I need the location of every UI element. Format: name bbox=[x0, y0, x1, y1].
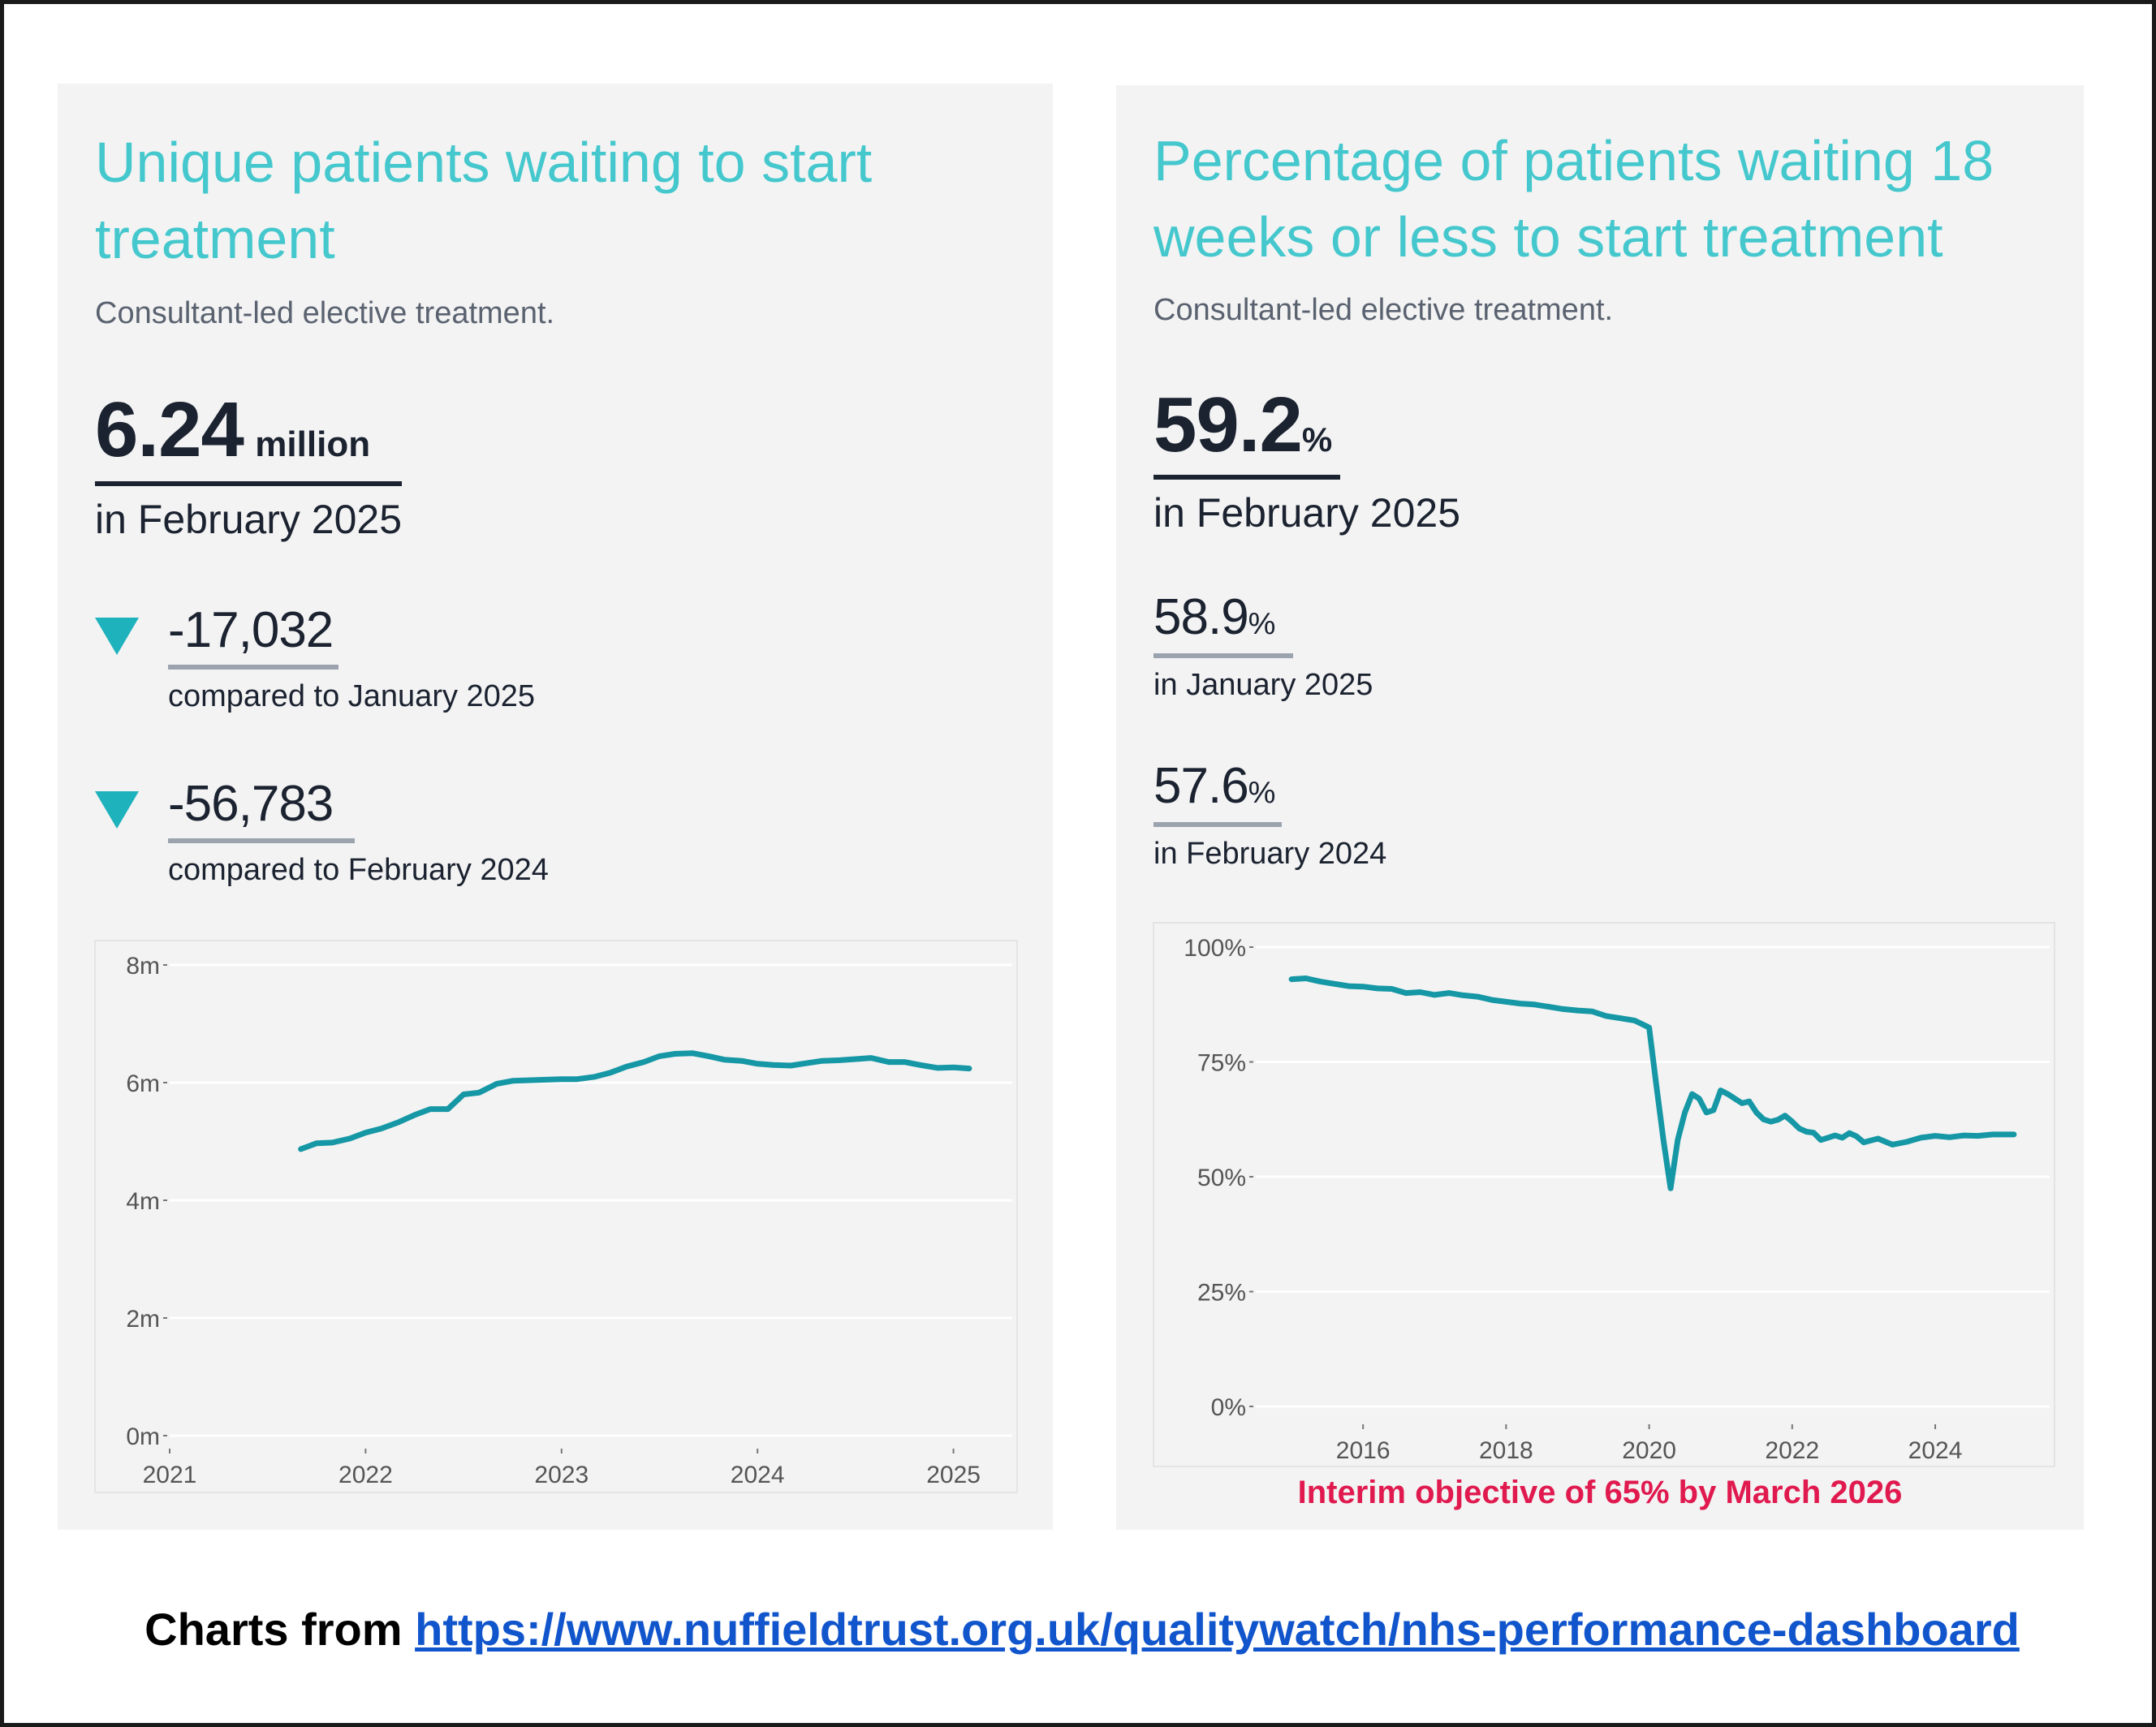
y-tick-label: 25% bbox=[1197, 1280, 1246, 1307]
headline-figure: 6.24 million bbox=[95, 385, 370, 475]
percentage-18-weeks-line-chart: 0% 25% 50% 75% 100% 2016 2018 2020 2022 2024 bbox=[1153, 922, 2055, 1467]
x-tick-label: 2020 bbox=[1622, 1437, 1676, 1464]
comparison-value: 58.9 bbox=[1153, 589, 1249, 645]
comparison-underline bbox=[1153, 822, 1282, 827]
headline-value: 6.24 bbox=[95, 386, 244, 473]
headline-period: in February 2025 bbox=[1153, 490, 1461, 536]
comparison-figure: 58.9% bbox=[1153, 588, 1275, 646]
down-triangle-icon bbox=[95, 791, 139, 829]
comparison-period: in January 2025 bbox=[1153, 668, 1373, 702]
headline-underline bbox=[1153, 475, 1340, 480]
interim-objective-note: Interim objective of 65% by March 2026 bbox=[1297, 1475, 1903, 1510]
x-tick-label: 2024 bbox=[1908, 1437, 1963, 1464]
delta-period: compared to January 2025 bbox=[168, 679, 536, 713]
x-tick-label: 2018 bbox=[1479, 1437, 1533, 1464]
y-tick-label: 4m bbox=[126, 1188, 160, 1215]
x-tick-label: 2024 bbox=[731, 1462, 785, 1488]
down-triangle-icon bbox=[95, 618, 139, 655]
source-prefix: Charts from bbox=[144, 1604, 403, 1655]
series-line bbox=[1288, 975, 2017, 1191]
y-tick-label: 6m bbox=[126, 1070, 160, 1097]
comparison-period: in February 2024 bbox=[1153, 837, 1387, 871]
delta-value: -56,783 bbox=[168, 776, 334, 832]
panel-subtitle: Consultant-led elective treatment. bbox=[95, 296, 555, 330]
y-tick-label: 50% bbox=[1197, 1165, 1246, 1191]
panel-subtitle: Consultant-led elective treatment. bbox=[1153, 293, 1614, 327]
headline-unit: % bbox=[1301, 420, 1333, 459]
headline-unit: million bbox=[255, 424, 371, 464]
y-tick-label: 8m bbox=[126, 953, 160, 980]
percentage-18-weeks-panel: Percentage of patients waiting 18 weeks … bbox=[1116, 85, 2084, 1530]
x-tick-label: 2023 bbox=[534, 1462, 589, 1488]
chart-frame bbox=[94, 940, 1018, 1493]
delta-period: compared to February 2024 bbox=[168, 853, 549, 887]
headline-period: in February 2025 bbox=[95, 497, 403, 542]
x-tick-label: 2022 bbox=[338, 1462, 393, 1488]
comparison-underline bbox=[1153, 653, 1293, 658]
chart-frame bbox=[1153, 922, 2055, 1467]
delta-underline bbox=[168, 665, 338, 670]
comparison-unit: % bbox=[1248, 607, 1276, 641]
headline-underline bbox=[95, 481, 402, 486]
delta-value: -17,032 bbox=[168, 602, 334, 658]
x-tick-label: 2016 bbox=[1336, 1437, 1391, 1464]
source-link[interactable]: https://www.nuffieldtrust.org.uk/quality… bbox=[415, 1604, 2020, 1655]
panel-title: Percentage of patients waiting 18 weeks … bbox=[1153, 129, 1994, 269]
y-tick-label: 75% bbox=[1197, 1050, 1246, 1077]
headline-figure: 59.2% bbox=[1153, 381, 1332, 470]
panel-title: Unique patients waiting to start treatme… bbox=[95, 131, 873, 270]
x-tick-label: 2021 bbox=[143, 1462, 197, 1488]
comparison-figure: 57.6% bbox=[1153, 757, 1275, 815]
comparison-value: 57.6 bbox=[1153, 758, 1249, 814]
y-tick-label: 0m bbox=[126, 1423, 160, 1450]
comparison-unit: % bbox=[1248, 776, 1276, 810]
x-tick-label: 2022 bbox=[1765, 1437, 1819, 1464]
unique-patients-panel: Unique patients waiting to start treatme… bbox=[58, 84, 1053, 1530]
unique-patients-line-chart: 0m 2m 4m 6m 8m 2021 2022 2023 2024 2025 bbox=[94, 940, 1018, 1493]
delta-underline bbox=[168, 838, 355, 843]
source-footer: Charts from https://www.nuffieldtrust.or… bbox=[4, 1603, 2156, 1656]
series-line bbox=[298, 1050, 972, 1152]
y-tick-label: 0% bbox=[1211, 1394, 1246, 1421]
y-tick-label: 100% bbox=[1184, 935, 1246, 962]
x-tick-label: 2025 bbox=[926, 1462, 981, 1488]
y-tick-label: 2m bbox=[126, 1306, 160, 1333]
headline-value: 59.2 bbox=[1153, 381, 1303, 468]
